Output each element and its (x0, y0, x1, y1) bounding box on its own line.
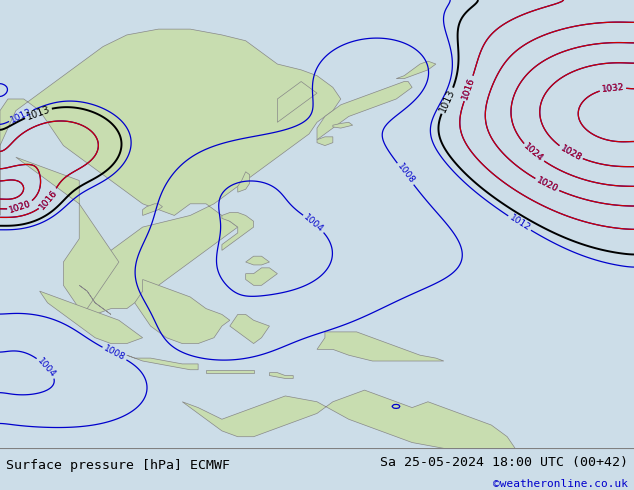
Polygon shape (135, 279, 230, 343)
Polygon shape (230, 315, 269, 343)
Text: 1020: 1020 (8, 199, 32, 215)
Polygon shape (143, 204, 162, 216)
Polygon shape (317, 137, 333, 146)
Polygon shape (333, 122, 353, 128)
Text: 1016: 1016 (461, 76, 477, 101)
Text: 1004: 1004 (302, 213, 325, 234)
Polygon shape (278, 81, 317, 122)
Polygon shape (269, 373, 294, 378)
Text: 1008: 1008 (395, 162, 416, 186)
Text: 1013: 1013 (25, 104, 51, 122)
Polygon shape (246, 256, 269, 265)
Text: 1028: 1028 (559, 144, 583, 162)
Text: ©weatheronline.co.uk: ©weatheronline.co.uk (493, 479, 628, 489)
Polygon shape (238, 172, 250, 192)
Text: 1016: 1016 (38, 188, 60, 211)
Polygon shape (396, 61, 436, 78)
Polygon shape (183, 390, 515, 454)
Text: Sa 25-05-2024 18:00 UTC (00+42): Sa 25-05-2024 18:00 UTC (00+42) (380, 456, 628, 469)
Text: 1008: 1008 (102, 344, 127, 363)
Polygon shape (206, 370, 254, 373)
Polygon shape (246, 268, 278, 285)
Polygon shape (79, 285, 111, 315)
Text: 1032: 1032 (601, 83, 624, 94)
Polygon shape (127, 355, 198, 370)
Text: 1016: 1016 (461, 76, 477, 101)
Polygon shape (16, 157, 119, 309)
Polygon shape (40, 291, 143, 343)
Text: 1020: 1020 (535, 176, 559, 194)
Text: 1024: 1024 (522, 142, 545, 164)
Text: 1016: 1016 (38, 188, 60, 211)
Text: 1012: 1012 (507, 213, 531, 233)
Text: 1013: 1013 (438, 88, 457, 114)
Text: 1032: 1032 (601, 83, 624, 94)
Text: 1020: 1020 (535, 176, 559, 194)
Text: 1028: 1028 (559, 144, 583, 162)
Text: 1020: 1020 (8, 199, 32, 215)
Text: 1012: 1012 (9, 106, 34, 124)
Text: 1024: 1024 (522, 142, 545, 164)
Polygon shape (222, 213, 254, 250)
Polygon shape (317, 332, 444, 361)
Polygon shape (317, 81, 412, 140)
Polygon shape (0, 29, 341, 315)
Text: Surface pressure [hPa] ECMWF: Surface pressure [hPa] ECMWF (6, 459, 230, 471)
Text: 1004: 1004 (36, 356, 58, 379)
